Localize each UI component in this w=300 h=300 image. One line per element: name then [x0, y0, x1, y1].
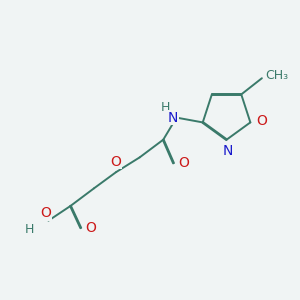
Text: H: H: [160, 101, 170, 114]
Text: O: O: [178, 156, 189, 170]
Text: O: O: [256, 114, 267, 128]
Text: O: O: [86, 221, 97, 235]
Text: N: N: [168, 111, 178, 124]
Text: N: N: [223, 144, 233, 158]
Text: CH₃: CH₃: [266, 69, 289, 82]
Text: O: O: [40, 206, 51, 220]
Text: O: O: [111, 155, 122, 169]
Text: H: H: [25, 223, 34, 236]
